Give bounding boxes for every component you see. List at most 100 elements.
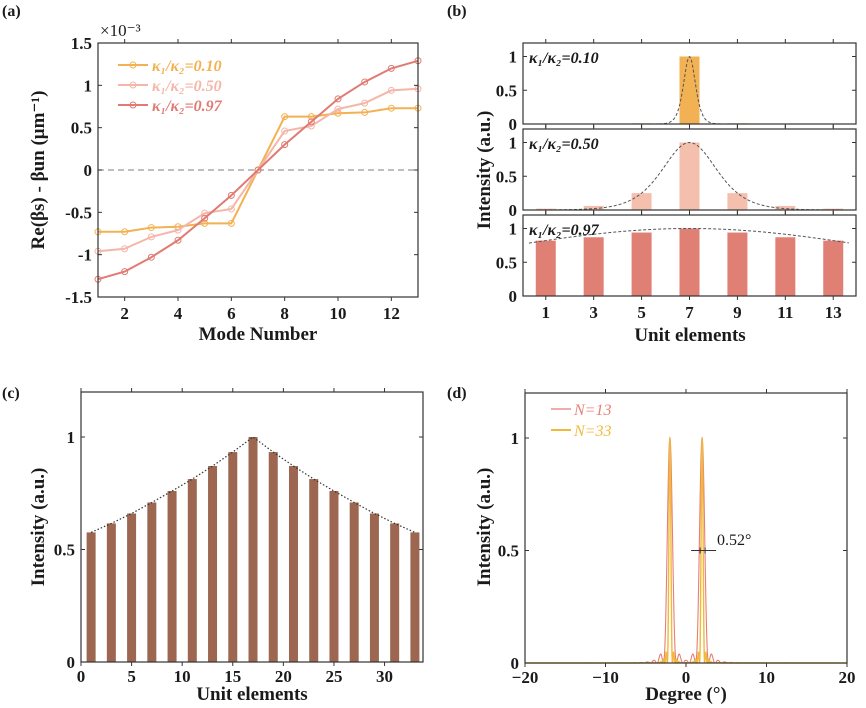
data-point [307, 118, 315, 126]
legend-marker [129, 101, 137, 109]
series-path [97, 59, 419, 281]
y-tick-label: 0 [84, 161, 93, 180]
x-tick-label: 10 [330, 304, 347, 323]
y-tick-label: 0 [509, 115, 518, 134]
y-axis-label: Intensity (a.u.) [28, 468, 49, 587]
x-tick-label: 3 [589, 303, 598, 322]
x-tick-label: 10 [758, 668, 775, 687]
bar [329, 491, 339, 662]
x-tick-label: 6 [227, 304, 236, 323]
legend-label: κ₁/κ₂=0.97 [152, 98, 223, 115]
y-tick-label: 0.5 [54, 541, 75, 560]
bar [823, 240, 844, 296]
x-tick-label: 20 [275, 667, 292, 686]
data-point [121, 228, 129, 236]
x-tick-label: 11 [777, 303, 793, 322]
data-point [121, 268, 129, 276]
data-point [361, 99, 369, 107]
y-tick-label: -1.5 [65, 288, 92, 307]
y-tick-label: 0 [509, 287, 518, 306]
subplot-label: κ₁/κ₂=0.97 [529, 222, 600, 239]
x-tick-label: 0 [682, 668, 691, 687]
legend-marker [129, 61, 137, 69]
y-tick-label: 1.5 [71, 34, 92, 53]
series-line [94, 57, 422, 283]
legend-label: κ₁/κ₂=0.10 [152, 58, 222, 75]
y-tick-label: 0.5 [71, 119, 92, 138]
bar [228, 452, 238, 662]
y-axis-label: Intensity (a.u.) [474, 468, 495, 587]
bar [187, 479, 197, 662]
envelope-curve [90, 436, 416, 533]
bar [127, 513, 137, 662]
x-tick-label: 1 [542, 303, 551, 322]
bar [679, 142, 700, 210]
x-tick-label: 5 [637, 303, 646, 322]
series-line [525, 437, 847, 665]
x-tick-label: 15 [224, 667, 241, 686]
data-point [227, 219, 235, 227]
bar [369, 513, 379, 662]
y-tick-label: 1 [84, 76, 93, 95]
x-tick-label: 25 [325, 667, 342, 686]
y-multiplier: ×10⁻³ [100, 21, 141, 40]
bar [410, 532, 420, 662]
legend-item: N=13 [551, 402, 611, 419]
data-point [201, 214, 209, 222]
y-tick-label: 1 [509, 134, 518, 153]
data-point [334, 109, 342, 117]
bar [823, 208, 844, 210]
y-axis-label: Re(βs) - βun (μm⁻¹) [28, 91, 49, 250]
panel-label: (c) [2, 385, 20, 402]
legend-item: N=33 [551, 423, 611, 440]
bar [775, 237, 796, 296]
bar [106, 523, 116, 662]
bar [248, 437, 258, 662]
legend-item: κ₁/κ₂=0.10 [118, 58, 222, 75]
y-tick-label: 0.5 [498, 542, 519, 561]
data-point [227, 191, 235, 199]
x-tick-label: −10 [592, 668, 619, 687]
legend-item: κ₁/κ₂=0.97 [118, 98, 223, 115]
panel-d: (d) N=13 N=33 0.52° 0 0.5 1 −20 −10 0 10 20 Degree (… [447, 385, 856, 705]
y-tick-label: 0 [511, 654, 520, 673]
panel-label: (a) [2, 3, 21, 20]
width-annotation: 0.52° [717, 532, 751, 549]
x-tick-label: 0 [77, 667, 86, 686]
y-tick-label: 0.5 [496, 167, 517, 186]
envelope-curve [528, 227, 849, 244]
bar [679, 56, 700, 124]
data-point [361, 78, 369, 86]
legend-label: κ₁/κ₂=0.50 [152, 78, 222, 95]
legend-marker [129, 81, 137, 89]
x-tick-label: 13 [825, 303, 842, 322]
plot-frame [80, 391, 424, 663]
bar [268, 452, 278, 662]
bar [309, 479, 319, 662]
series-line [525, 436, 847, 664]
x-axis-label: Unit elements [634, 325, 745, 346]
y-tick-label: 1 [511, 429, 520, 448]
subplot-label: κ₁/κ₂=0.10 [529, 50, 599, 67]
data-point [227, 205, 235, 213]
legend-label: N=13 [573, 402, 611, 419]
data-point [334, 105, 342, 113]
x-tick-label: 9 [733, 303, 742, 322]
data-point [201, 219, 209, 227]
data-point [387, 86, 395, 94]
bar [535, 208, 556, 210]
panel-label: (b) [447, 3, 467, 20]
bar [631, 193, 652, 210]
x-tick-label: 12 [383, 304, 400, 323]
data-point [147, 233, 155, 241]
y-tick-label: 1 [509, 220, 518, 239]
x-axis-label: Degree (°) [645, 684, 727, 705]
data-point [174, 226, 182, 234]
y-tick-label: 0.5 [496, 253, 517, 272]
data-point [201, 209, 209, 217]
envelope-curve [528, 141, 849, 211]
subplot: 0 0.5 1 κ₁/κ₂=0.50 [496, 125, 857, 220]
data-point [281, 113, 289, 121]
